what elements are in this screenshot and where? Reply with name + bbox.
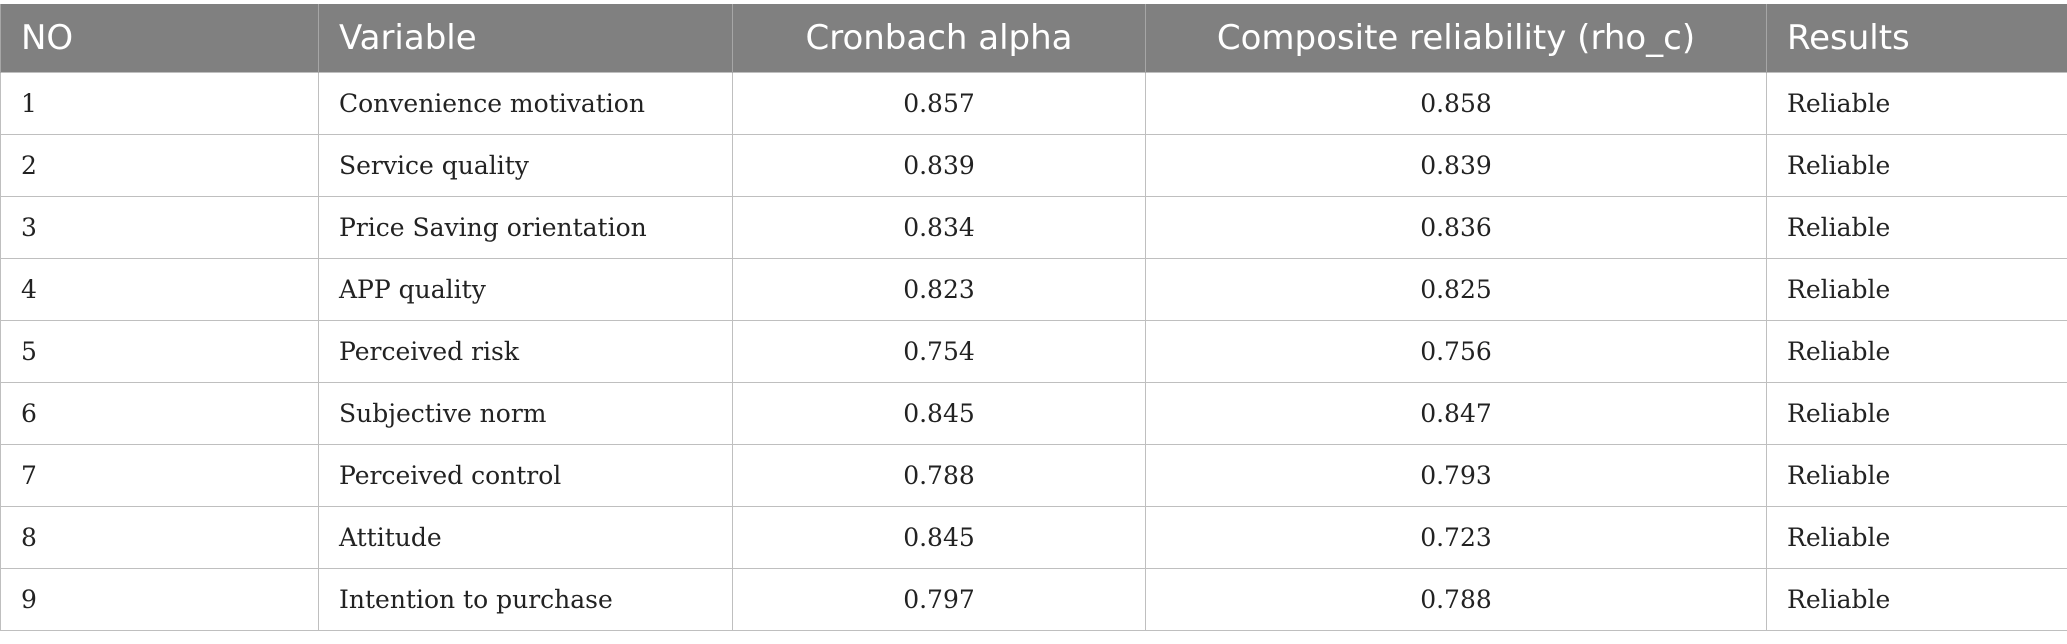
cell-cronbach-alpha: 0.845 (732, 506, 1146, 569)
table-header-row: NO Variable Cronbach alpha Composite rel… (0, 4, 2067, 73)
cell-variable: Intention to purchase (318, 568, 733, 631)
cell-result: Reliable (1766, 258, 2067, 321)
cell-no: 7 (0, 444, 319, 507)
cell-composite-reliability: 0.825 (1145, 258, 1767, 321)
cell-cronbach-alpha: 0.845 (732, 382, 1146, 445)
cell-result: Reliable (1766, 568, 2067, 631)
cell-cronbach-alpha: 0.834 (732, 196, 1146, 259)
cell-cronbach-alpha: 0.797 (732, 568, 1146, 631)
cell-no: 5 (0, 320, 319, 383)
table-row: 8 Attitude 0.845 0.723 Reliable (0, 506, 2067, 569)
cell-result: Reliable (1766, 196, 2067, 259)
cell-cronbach-alpha: 0.754 (732, 320, 1146, 383)
header-no: NO (0, 4, 319, 73)
cell-result: Reliable (1766, 72, 2067, 135)
cell-composite-reliability: 0.858 (1145, 72, 1767, 135)
table-row: 2 Service quality 0.839 0.839 Reliable (0, 134, 2067, 197)
reliability-table-container: NO Variable Cronbach alpha Composite rel… (0, 4, 2067, 631)
header-variable: Variable (318, 4, 733, 73)
header-results: Results (1766, 4, 2067, 73)
cell-variable: Perceived risk (318, 320, 733, 383)
reliability-table: NO Variable Cronbach alpha Composite rel… (0, 4, 2067, 631)
cell-no: 1 (0, 72, 319, 135)
cell-composite-reliability: 0.793 (1145, 444, 1767, 507)
cell-result: Reliable (1766, 134, 2067, 197)
cell-result: Reliable (1766, 320, 2067, 383)
cell-cronbach-alpha: 0.788 (732, 444, 1146, 507)
cell-no: 4 (0, 258, 319, 321)
table-row: 3 Price Saving orientation 0.834 0.836 R… (0, 196, 2067, 259)
header-composite-reliability: Composite reliability (rho_c) (1145, 4, 1767, 73)
cell-composite-reliability: 0.847 (1145, 382, 1767, 445)
table-row: 9 Intention to purchase 0.797 0.788 Reli… (0, 568, 2067, 631)
table-row: 6 Subjective norm 0.845 0.847 Reliable (0, 382, 2067, 445)
cell-result: Reliable (1766, 382, 2067, 445)
cell-no: 9 (0, 568, 319, 631)
cell-cronbach-alpha: 0.857 (732, 72, 1146, 135)
cell-variable: Perceived control (318, 444, 733, 507)
cell-cronbach-alpha: 0.839 (732, 134, 1146, 197)
header-cronbach-alpha: Cronbach alpha (732, 4, 1146, 73)
cell-composite-reliability: 0.836 (1145, 196, 1767, 259)
cell-cronbach-alpha: 0.823 (732, 258, 1146, 321)
table-row: 4 APP quality 0.823 0.825 Reliable (0, 258, 2067, 321)
cell-variable: APP quality (318, 258, 733, 321)
cell-composite-reliability: 0.756 (1145, 320, 1767, 383)
cell-no: 8 (0, 506, 319, 569)
cell-no: 6 (0, 382, 319, 445)
table-row: 1 Convenience motivation 0.857 0.858 Rel… (0, 72, 2067, 135)
cell-composite-reliability: 0.839 (1145, 134, 1767, 197)
cell-variable: Convenience motivation (318, 72, 733, 135)
cell-composite-reliability: 0.723 (1145, 506, 1767, 569)
cell-result: Reliable (1766, 506, 2067, 569)
cell-no: 2 (0, 134, 319, 197)
cell-composite-reliability: 0.788 (1145, 568, 1767, 631)
cell-variable: Service quality (318, 134, 733, 197)
cell-variable: Price Saving orientation (318, 196, 733, 259)
cell-variable: Attitude (318, 506, 733, 569)
cell-no: 3 (0, 196, 319, 259)
table-row: 5 Perceived risk 0.754 0.756 Reliable (0, 320, 2067, 383)
cell-variable: Subjective norm (318, 382, 733, 445)
table-row: 7 Perceived control 0.788 0.793 Reliable (0, 444, 2067, 507)
cell-result: Reliable (1766, 444, 2067, 507)
